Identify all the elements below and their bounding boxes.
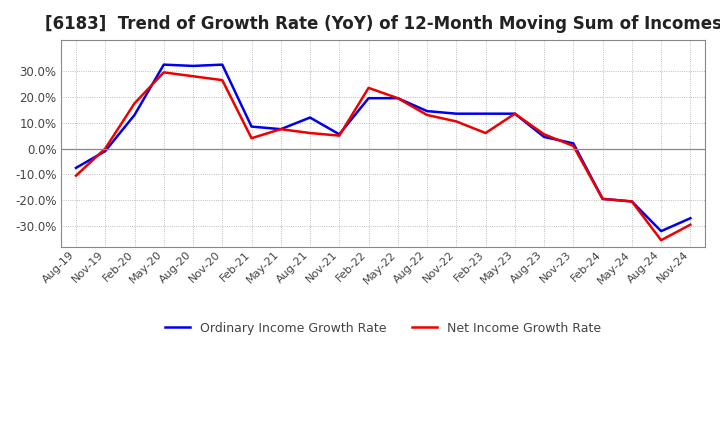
Line: Ordinary Income Growth Rate: Ordinary Income Growth Rate: [76, 65, 690, 231]
Ordinary Income Growth Rate: [510, 111, 519, 116]
Net Income Growth Rate: [657, 238, 665, 243]
Ordinary Income Growth Rate: [481, 111, 490, 116]
Ordinary Income Growth Rate: [540, 134, 549, 139]
Ordinary Income Growth Rate: [72, 165, 81, 171]
Net Income Growth Rate: [306, 130, 315, 136]
Ordinary Income Growth Rate: [335, 132, 343, 137]
Net Income Growth Rate: [247, 136, 256, 141]
Ordinary Income Growth Rate: [452, 111, 461, 116]
Net Income Growth Rate: [364, 85, 373, 91]
Net Income Growth Rate: [335, 133, 343, 138]
Ordinary Income Growth Rate: [598, 196, 607, 202]
Ordinary Income Growth Rate: [657, 228, 665, 234]
Net Income Growth Rate: [510, 111, 519, 116]
Line: Net Income Growth Rate: Net Income Growth Rate: [76, 72, 690, 240]
Net Income Growth Rate: [540, 132, 549, 137]
Net Income Growth Rate: [423, 112, 431, 117]
Ordinary Income Growth Rate: [394, 95, 402, 101]
Ordinary Income Growth Rate: [628, 199, 636, 204]
Net Income Growth Rate: [72, 173, 81, 178]
Ordinary Income Growth Rate: [423, 109, 431, 114]
Ordinary Income Growth Rate: [569, 141, 577, 146]
Net Income Growth Rate: [276, 127, 285, 132]
Net Income Growth Rate: [628, 199, 636, 204]
Ordinary Income Growth Rate: [306, 115, 315, 120]
Ordinary Income Growth Rate: [276, 127, 285, 132]
Ordinary Income Growth Rate: [159, 62, 168, 67]
Net Income Growth Rate: [569, 143, 577, 149]
Net Income Growth Rate: [452, 119, 461, 124]
Net Income Growth Rate: [394, 95, 402, 101]
Ordinary Income Growth Rate: [101, 148, 109, 154]
Net Income Growth Rate: [189, 73, 197, 79]
Net Income Growth Rate: [218, 77, 227, 83]
Legend: Ordinary Income Growth Rate, Net Income Growth Rate: Ordinary Income Growth Rate, Net Income …: [161, 316, 606, 340]
Ordinary Income Growth Rate: [364, 95, 373, 101]
Net Income Growth Rate: [686, 222, 695, 227]
Title: [6183]  Trend of Growth Rate (YoY) of 12-Month Moving Sum of Incomes: [6183] Trend of Growth Rate (YoY) of 12-…: [45, 15, 720, 33]
Ordinary Income Growth Rate: [189, 63, 197, 69]
Ordinary Income Growth Rate: [218, 62, 227, 67]
Net Income Growth Rate: [101, 146, 109, 151]
Net Income Growth Rate: [598, 196, 607, 202]
Ordinary Income Growth Rate: [247, 124, 256, 129]
Net Income Growth Rate: [481, 130, 490, 136]
Net Income Growth Rate: [130, 101, 139, 106]
Net Income Growth Rate: [159, 70, 168, 75]
Ordinary Income Growth Rate: [686, 216, 695, 221]
Ordinary Income Growth Rate: [130, 112, 139, 117]
